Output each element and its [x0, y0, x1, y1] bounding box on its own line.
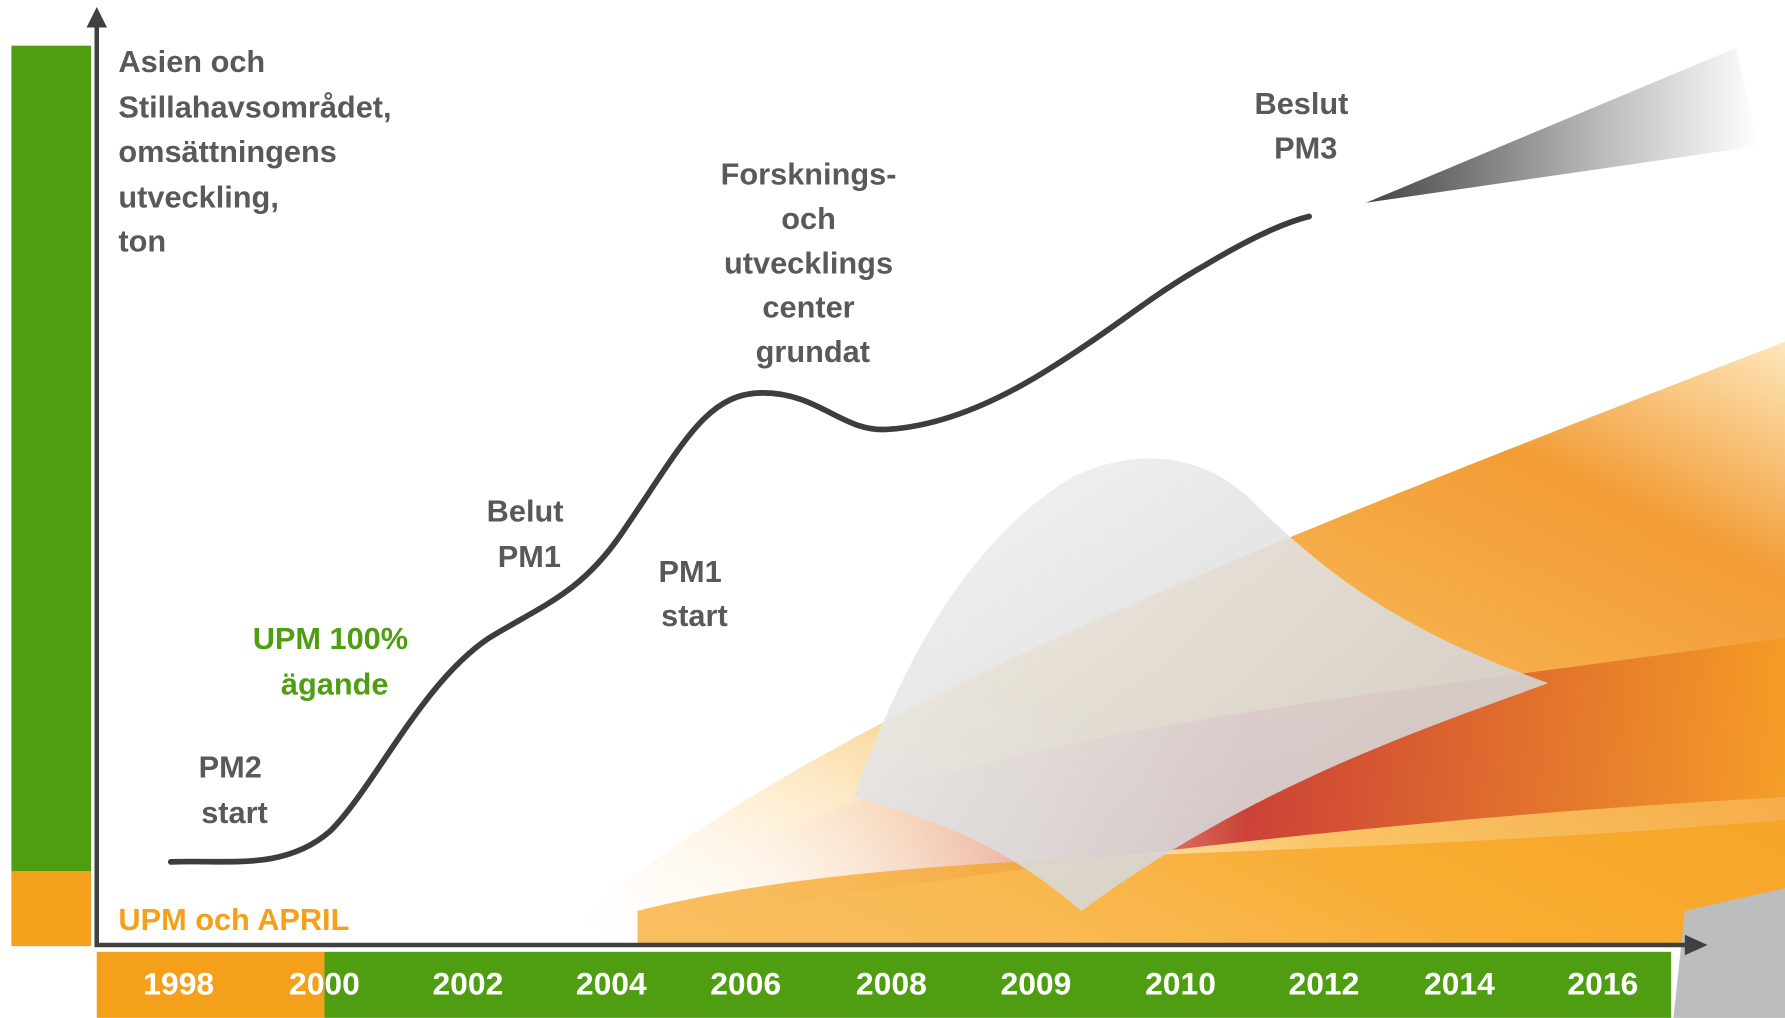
era-label: UPM och APRIL: [118, 902, 349, 937]
era-bar-green: [11, 45, 92, 872]
year-label: 2006: [710, 965, 781, 1001]
year-label: 2002: [432, 965, 503, 1001]
timeline-green: [324, 951, 1672, 1018]
label-line: omsättningens: [118, 134, 336, 169]
year-label: 2009: [1001, 965, 1072, 1001]
label-line: ton: [118, 224, 166, 259]
year-label: 2014: [1424, 965, 1495, 1001]
milestone: Beslut PM3: [1255, 86, 1357, 165]
milestone: Belut PM1: [487, 494, 572, 575]
label-line: PM2: [199, 750, 262, 785]
timeline-labels: 1998 2000 2002 2004 2006 2008 2009 2010 2012 2014…: [143, 965, 1638, 1001]
era-bar-orange: [11, 871, 92, 947]
label-line: center: [762, 290, 854, 325]
label-line: grundat: [756, 334, 870, 369]
y-axis-label: Asien och Stillahavsområdet, omsättninge…: [118, 44, 400, 259]
label-line: och: [781, 201, 836, 236]
year-label: 2000: [289, 965, 360, 1001]
era-label: UPM 100% ägande: [253, 621, 417, 702]
year-label: 2010: [1145, 965, 1216, 1001]
label-line: Beslut: [1255, 86, 1349, 121]
year-label: 2016: [1567, 965, 1638, 1001]
timeline-orange: [96, 951, 325, 1018]
axes: [86, 6, 1708, 956]
year-label: 1998: [143, 965, 214, 1001]
label-line: ägande: [281, 667, 389, 702]
year-label: 2008: [856, 965, 927, 1001]
background-swirl: [546, 341, 1785, 1018]
year-label: 2004: [576, 965, 647, 1001]
milestone: PM1 start: [659, 554, 731, 633]
label-line: Belut: [487, 494, 564, 529]
label-line: start: [661, 598, 728, 633]
label-line: UPM 100%: [253, 621, 408, 656]
year-label: 2012: [1289, 965, 1360, 1001]
label-line: Stillahavsområdet,: [118, 89, 391, 124]
milestone: PM2 start: [199, 750, 271, 831]
growth-wedge: [1366, 47, 1759, 203]
label-line: PM1: [659, 554, 722, 589]
label-line: PM1: [498, 539, 561, 574]
label-line: PM3: [1274, 130, 1337, 165]
label-line: Asien och: [118, 44, 265, 79]
label-line: utvecklings: [724, 245, 893, 280]
label-line: utveckling,: [118, 179, 278, 214]
milestone: Forsknings- och utvecklings center grund…: [721, 157, 905, 370]
growth-curve: [167, 213, 1312, 865]
label-line: start: [201, 795, 268, 830]
label-line: Forsknings-: [721, 157, 897, 192]
